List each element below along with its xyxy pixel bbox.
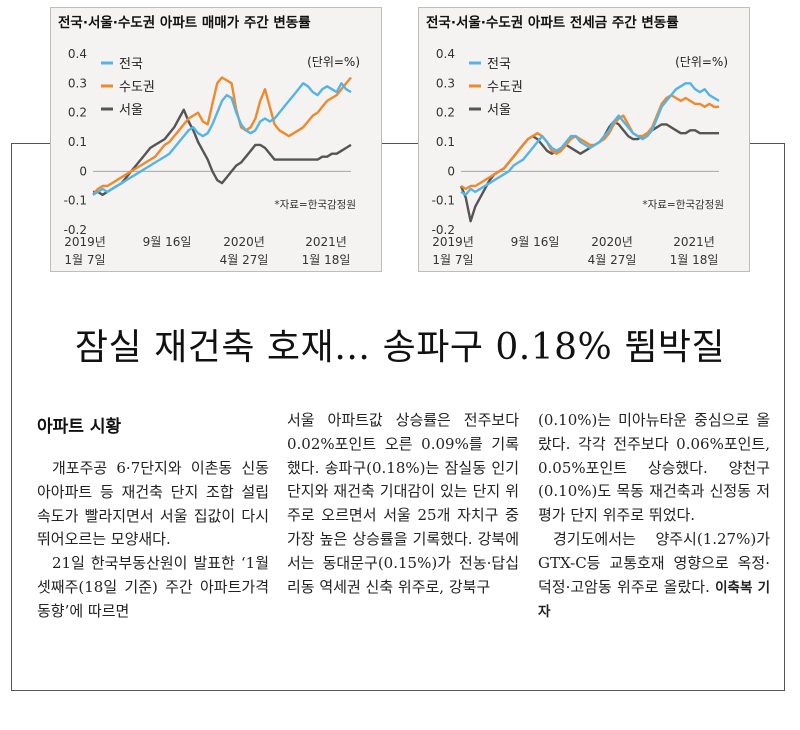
y-tick-label: 0.3 [68,76,87,90]
headline: 잠실 재건축 호재… 송파구 0.18% 뜀박질 [74,327,726,368]
x-tick-label: 2019년 [432,235,474,249]
x-tick-label: 2020년 [223,235,265,249]
byline: 이축복 기자 [538,579,770,621]
x-tick-label: 2021년 [673,235,715,249]
article-frame [11,143,785,691]
series-line-전국 [92,82,352,196]
unit-label: (단위=%) [307,55,360,69]
y-tick-label: 0.4 [436,47,455,61]
y-tick-label: -0.2 [432,223,455,237]
x-tick-label: 2021년 [305,235,347,249]
series-line-서울 [93,108,352,197]
chart-svg-1: 전국·서울·수도권 아파트 매매가 주간 변동률 0.4 0.3 0.2 0.1 0 -0… [58,14,360,267]
legend-label: 수도권 [487,80,523,95]
legend-label: 서울 [119,103,143,118]
y-tick-label: 0.2 [68,106,87,120]
source-note: *자료=한국감정원 [642,199,724,211]
x-tick-label: 1월 7일 [432,253,473,267]
chart-sale-price: 전국·서울·수도권 아파트 매매가 주간 변동률 0.4 0.3 0.2 0.1 0 -0… [50,7,382,272]
chart-title: 전국·서울·수도권 아파트 전세금 주간 변동률 [426,14,679,31]
y-tick-label: 0.4 [68,47,87,61]
y-tick-label: -0.1 [432,194,455,208]
paragraph: 서울 아파트값 상승률은 전주보다 0.02%포인트 오른 0.09%를 기록했… [287,411,519,596]
x-tick-label: 9월 16일 [143,235,192,249]
paragraph: 21일 한국부동산원이 발표한 ‘1월 셋째주(18일 기준) 주간 아파트가격… [37,554,269,620]
y-tick-label: -0.1 [64,194,87,208]
chart-title: 전국·서울·수도권 아파트 매매가 주간 변동률 [58,14,311,31]
x-tick-label: 1월 18일 [302,253,351,267]
x-tick-label: 2020년 [591,235,633,249]
paragraph: 경기도에서는 양주시(1.27%)가 GTX-C등 교통호재 영향으로 옥정·덕… [538,528,770,625]
y-tick-label: 0.2 [436,106,455,120]
legend-label: 수도권 [119,80,155,95]
series-line-전국 [460,82,720,197]
legend-label: 서울 [487,103,511,118]
paragraph: (0.10%)는 미아뉴타운 중심으로 올랐다. 각각 전주보다 0.06%포인… [538,411,770,525]
x-tick-label: 1월 18일 [670,253,719,267]
paragraph: 개포주공 6·7단지와 이촌동 신동아아파트 등 재건축 단지 조합 설립 속도… [37,459,269,549]
paragraph-text: 경기도에서는 양주시(1.27%)가 GTX-C등 교통호재 영향으로 옥정·덕… [538,529,770,596]
section-label: 아파트 시황 [37,417,122,437]
y-tick-label: -0.2 [64,223,87,237]
y-tick-label: 0 [79,164,87,178]
y-tick-label: 0 [447,164,455,178]
chart-svg-2: 전국·서울·수도권 아파트 전세금 주간 변동률 0.4 0.3 0.2 0.1 0 -0… [426,14,728,267]
x-tick-label: 2019년 [64,235,106,249]
x-tick-label: 4월 27일 [588,253,637,267]
series-line-수도권 [92,76,352,196]
unit-label: (단위=%) [675,55,728,69]
series-line-수도권 [460,93,719,191]
legend-label: 전국 [119,57,143,72]
legend-label: 전국 [487,57,511,72]
y-tick-label: 0.1 [436,135,455,149]
x-tick-label: 4월 27일 [220,253,269,267]
column-2: 서울 아파트값 상승률은 전주보다 0.02%포인트 오른 0.09%를 기록했… [287,409,519,599]
column-3: (0.10%)는 미아뉴타운 중심으로 올랐다. 각각 전주보다 0.06%포인… [538,409,770,625]
source-note: *자료=한국감정원 [274,199,356,211]
x-tick-label: 1월 7일 [64,253,105,267]
chart-jeonse: 전국·서울·수도권 아파트 전세금 주간 변동률 0.4 0.3 0.2 0.1 0 -0… [418,7,750,272]
column-1: 개포주공 6·7단지와 이촌동 신동아아파트 등 재건축 단지 조합 설립 속도… [37,457,269,624]
y-tick-label: 0.3 [436,76,455,90]
y-tick-label: 0.1 [68,135,87,149]
x-tick-label: 9월 16일 [511,235,560,249]
